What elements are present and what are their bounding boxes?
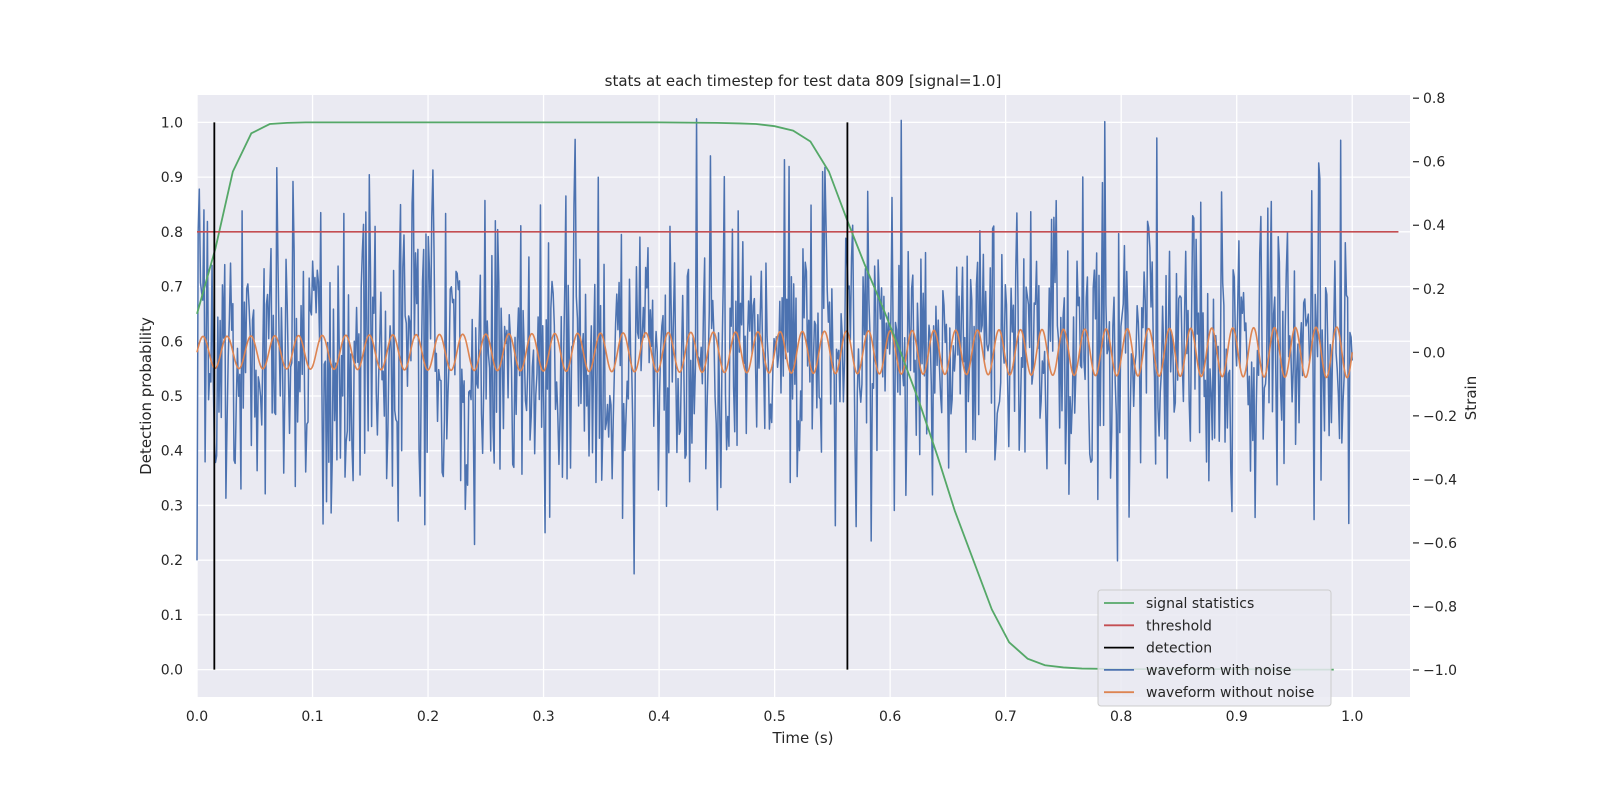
x-axis-label: Time (s) bbox=[772, 729, 834, 747]
y-tick-label-9: 0.9 bbox=[161, 170, 183, 186]
y2-tick-label-3: −0.4 bbox=[1423, 472, 1457, 488]
legend-label-3: waveform with noise bbox=[1146, 663, 1291, 679]
y2-tick-label-2: −0.6 bbox=[1423, 536, 1457, 552]
y2-tick-label-8: 0.6 bbox=[1423, 155, 1445, 171]
chart-title: stats at each timestep for test data 809… bbox=[605, 72, 1002, 90]
x-tick-label-5: 0.5 bbox=[763, 709, 785, 725]
y-tick-label-10: 1.0 bbox=[161, 115, 183, 131]
x-tick-label-4: 0.4 bbox=[648, 709, 670, 725]
y-tick-label-2: 0.2 bbox=[161, 553, 183, 569]
chart: stats at each timestep for test data 809… bbox=[0, 0, 1600, 800]
y-tick-label-7: 0.7 bbox=[161, 280, 183, 296]
y-tick-label-8: 0.8 bbox=[161, 225, 183, 241]
x-tick-label-7: 0.7 bbox=[995, 709, 1017, 725]
x-tick-label-8: 0.8 bbox=[1110, 709, 1132, 725]
y-tick-label-0: 0.0 bbox=[161, 663, 183, 679]
y-tick-label-1: 0.1 bbox=[161, 608, 183, 624]
legend: signal statistics threshold detection wavef… bbox=[1098, 590, 1331, 706]
y2-axis-label: Strain bbox=[1462, 376, 1480, 420]
y2-tick-label-9: 0.8 bbox=[1423, 91, 1445, 107]
x-tick-label-10: 1.0 bbox=[1341, 709, 1363, 725]
y2-tick-label-4: −0.2 bbox=[1423, 409, 1457, 425]
y-tick-label-3: 0.3 bbox=[161, 498, 183, 514]
y-tick-label-5: 0.5 bbox=[161, 389, 183, 405]
x-tick-label-3: 0.3 bbox=[532, 709, 554, 725]
x-tick-label-6: 0.6 bbox=[879, 709, 901, 725]
x-tick-label-0: 0.0 bbox=[186, 709, 208, 725]
y-axis-label: Detection probability bbox=[137, 317, 155, 475]
x-tick-label-2: 0.2 bbox=[417, 709, 439, 725]
x-tick-label-1: 0.1 bbox=[301, 709, 323, 725]
y-tick-label-4: 0.4 bbox=[161, 444, 183, 460]
x-tick-label-9: 0.9 bbox=[1226, 709, 1248, 725]
legend-label-4: waveform without noise bbox=[1146, 685, 1314, 701]
y2-tick-label-6: 0.2 bbox=[1423, 282, 1445, 298]
y2-tick-label-1: −0.8 bbox=[1423, 599, 1457, 615]
legend-label-2: detection bbox=[1146, 641, 1212, 657]
y2-tick-label-5: 0.0 bbox=[1423, 345, 1445, 361]
y2-tick-label-7: 0.4 bbox=[1423, 218, 1445, 234]
y2-tick-label-0: −1.0 bbox=[1423, 663, 1457, 679]
y-tick-label-6: 0.6 bbox=[161, 334, 183, 350]
legend-label-0: signal statistics bbox=[1146, 596, 1254, 612]
legend-label-1: threshold bbox=[1146, 618, 1212, 634]
